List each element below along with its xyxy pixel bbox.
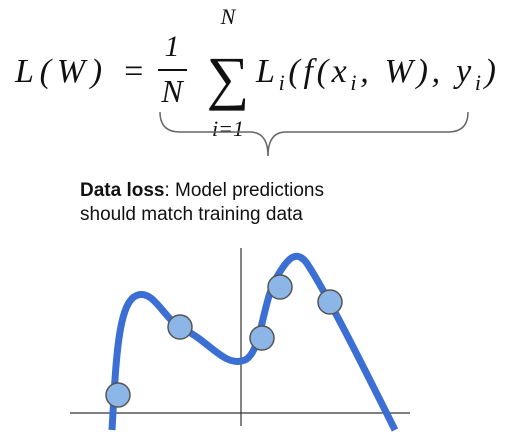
- curve: [108, 252, 399, 432]
- sum-upper: N: [220, 4, 237, 29]
- subscript: i: [475, 70, 481, 95]
- data-point: [317, 289, 343, 315]
- sum-symbol: ∑: [207, 45, 250, 111]
- data-point: [167, 314, 193, 340]
- annotation-line1: Data loss: Model predictions: [80, 180, 324, 201]
- brace: [159, 111, 469, 157]
- data-point: [267, 274, 293, 300]
- annotation-line2: should match training data: [80, 204, 303, 225]
- fraction-numerator: 1: [165, 30, 180, 63]
- subscript: i: [350, 70, 356, 95]
- formula-part: (f(x: [288, 53, 346, 90]
- data-point: [105, 382, 131, 408]
- annotation-bold: Data loss: [80, 180, 164, 201]
- sum-lower: i=1: [212, 116, 244, 141]
- subscript: i: [279, 70, 285, 95]
- formula-part: , W), y: [360, 53, 472, 90]
- fraction-denominator: N: [160, 73, 184, 109]
- formula-part: L: [255, 53, 275, 90]
- formula-part: ): [483, 53, 496, 90]
- formula-lhs: L(W) =: [14, 53, 145, 90]
- annotation-text: : Model predictions: [164, 180, 323, 201]
- data-point: [249, 325, 275, 351]
